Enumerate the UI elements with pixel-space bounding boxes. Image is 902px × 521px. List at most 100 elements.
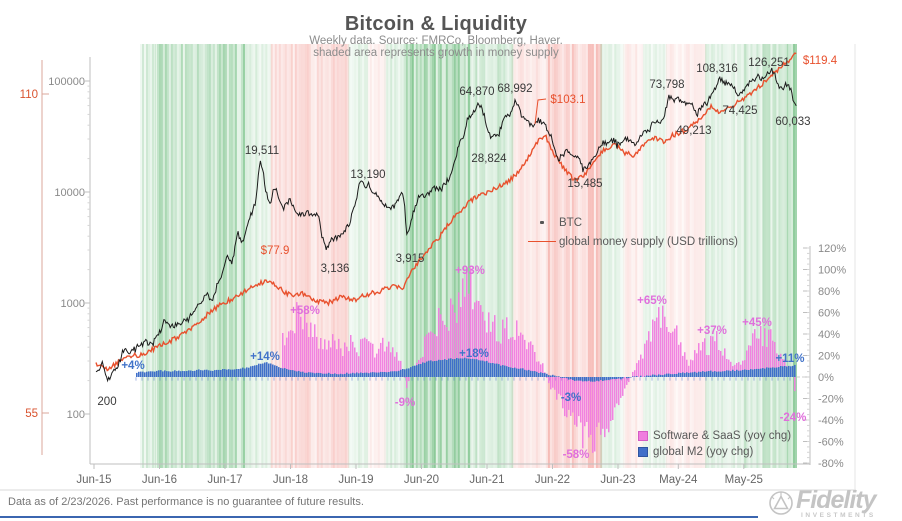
saas-yoy-bar [340,348,342,377]
money-growth-stripe [461,44,464,468]
m2-yoy-bar [372,372,374,377]
m2-yoy-bar [276,365,278,377]
m2-yoy-bar [350,373,352,377]
m2-yoy-bar [416,365,418,377]
saas-yoy-bar [588,377,590,438]
m2-yoy-bar [204,369,206,377]
m2-yoy-bar [720,371,722,377]
saas-yoy-bar [404,377,406,378]
saas-yoy-bar [294,333,296,377]
percent-axis-label: 120% [818,243,846,255]
money-growth-stripe [627,44,630,468]
m2-yoy-bar [666,373,668,377]
saas-yoy-bar [444,324,446,377]
saas-yoy-bar [728,359,730,377]
money-growth-stripe [760,44,763,468]
money-growth-stripe [267,44,270,468]
money-growth-stripe [715,44,718,468]
m2-yoy-bar [356,372,358,377]
money-growth-stripe [220,44,223,468]
saas-yoy-bar [302,329,304,377]
m2-yoy-bar [702,371,704,377]
m2-yoy-bar [504,365,506,377]
x-axis-label: Jun-19 [338,474,373,486]
m2-yoy-bar [470,358,472,377]
money-growth-stripe [243,44,246,468]
money-growth-stripe [567,44,570,468]
money-growth-stripe [210,44,213,468]
money-growth-stripe [758,44,761,468]
m2-yoy-bar [658,374,660,377]
money-growth-stripe [665,44,668,468]
m2-yoy-bar [518,368,520,377]
saas-yoy-bar [438,308,440,377]
m2-yoy-bar [316,372,318,377]
m2-yoy-bar [446,360,448,377]
money-growth-stripe [719,44,722,468]
money-growth-stripe [419,44,422,468]
m2-yoy-bar [398,370,400,377]
money-growth-stripe [247,44,250,468]
fidelity-wordmark: Fidelity [796,486,877,514]
x-axis-label: Jun-21 [469,474,504,486]
m2-yoy-bar [726,370,728,377]
saas-yoy-bar [318,348,320,377]
m2-yoy-bar [206,369,208,377]
saas-yoy-bar [670,333,672,377]
money-growth-stripe [762,44,765,468]
m2-yoy-bar [426,361,428,377]
money-growth-stripe [377,44,380,468]
money-growth-stripe [614,44,617,468]
m2-yoy-bar [772,367,774,377]
m2-yoy-bar [438,359,440,377]
saas-yoy-bar [480,305,482,377]
m2-yoy-bar [516,368,518,377]
money-growth-stripe [471,44,474,468]
saas-yoy-bar [576,377,578,427]
m2-yoy-bar [526,370,528,377]
m2-yoy-bar [146,371,148,377]
percent-axis-label: 40% [818,329,840,341]
m2-yoy-bar [218,369,220,377]
m2-yoy-bar [402,369,404,377]
m2-yoy-bar [222,369,224,377]
m2-yoy-bar [656,375,658,377]
money-supply-label: $103.1 [550,94,585,106]
saas-yoy-bar [578,377,580,417]
m2-yoy-bar [724,371,726,377]
fidelity-pyramid-icon [769,491,793,515]
percent-axis-label: 0% [818,372,834,384]
m2-yoy-bar [498,364,500,377]
money-growth-stripe [326,44,329,468]
saas-yoy-bar [620,377,622,398]
money-growth-stripe [610,44,613,468]
m2-yoy-bar [620,377,622,380]
money-growth-stripe [479,44,482,468]
saas-yoy-bar [646,340,648,377]
money-growth-stripe [519,44,522,468]
m2-yoy-bar [534,371,536,377]
m2-yoy-bar [556,376,558,377]
money-growth-stripe [286,44,289,468]
m2-yoy-bar [644,376,646,377]
money-growth-stripe [549,44,552,468]
m2-yoy-bar [262,363,264,377]
money-growth-stripe [599,44,602,468]
m2-yoy-bar [616,377,618,379]
money-growth-stripe [429,44,432,468]
saas-yoy-bar [674,328,676,377]
m2-yoy-bar [220,370,222,377]
money-growth-stripe [606,44,609,468]
m2-yoy-bar [156,370,158,377]
m2-yoy-bar [380,371,382,377]
saas-yoy-bar [666,327,668,377]
saas-yoy-bar [390,352,392,377]
money-growth-stripe [511,44,514,468]
m2-yoy-bar [298,370,300,377]
legend-item-money-supply: global money supply (USD trillions) [528,232,738,251]
m2-yoy-bar [236,369,238,377]
money-growth-stripe [656,44,659,468]
m2-yoy-bar [546,373,548,377]
m2-yoy-bar [542,373,544,377]
money-growth-stripe [318,44,321,468]
